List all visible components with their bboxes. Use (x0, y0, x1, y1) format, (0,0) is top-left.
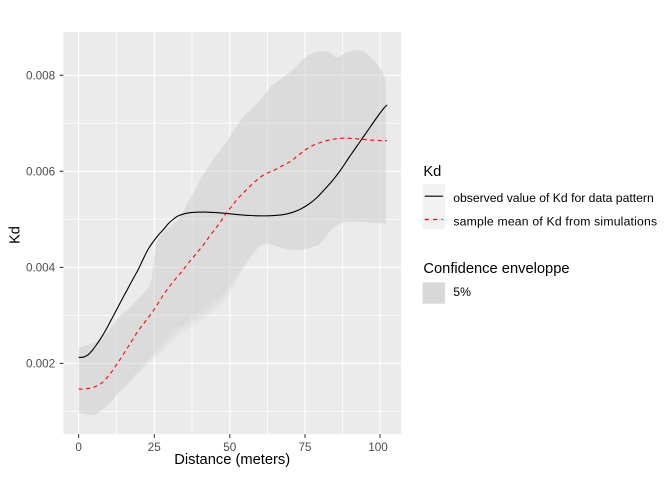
svg-text:observed value of Kd for data: observed value of Kd for data pattern (453, 191, 654, 205)
svg-text:75: 75 (298, 441, 312, 454)
svg-text:0: 0 (75, 441, 82, 454)
svg-text:0.008: 0.008 (26, 69, 55, 82)
svg-text:5%: 5% (453, 285, 471, 299)
svg-text:0.004: 0.004 (26, 262, 56, 275)
svg-text:Kd: Kd (8, 226, 24, 244)
svg-text:sample mean of Kd from simulat: sample mean of Kd from simulations (453, 215, 657, 229)
svg-text:Distance (meters): Distance (meters) (174, 452, 290, 468)
svg-text:0.006: 0.006 (26, 165, 55, 178)
svg-text:Kd: Kd (423, 164, 441, 180)
svg-text:100: 100 (368, 441, 388, 454)
svg-text:50: 50 (223, 441, 237, 454)
svg-text:Confidence enveloppe: Confidence enveloppe (423, 261, 569, 277)
svg-text:25: 25 (148, 441, 162, 454)
svg-text:0.002: 0.002 (26, 358, 55, 371)
